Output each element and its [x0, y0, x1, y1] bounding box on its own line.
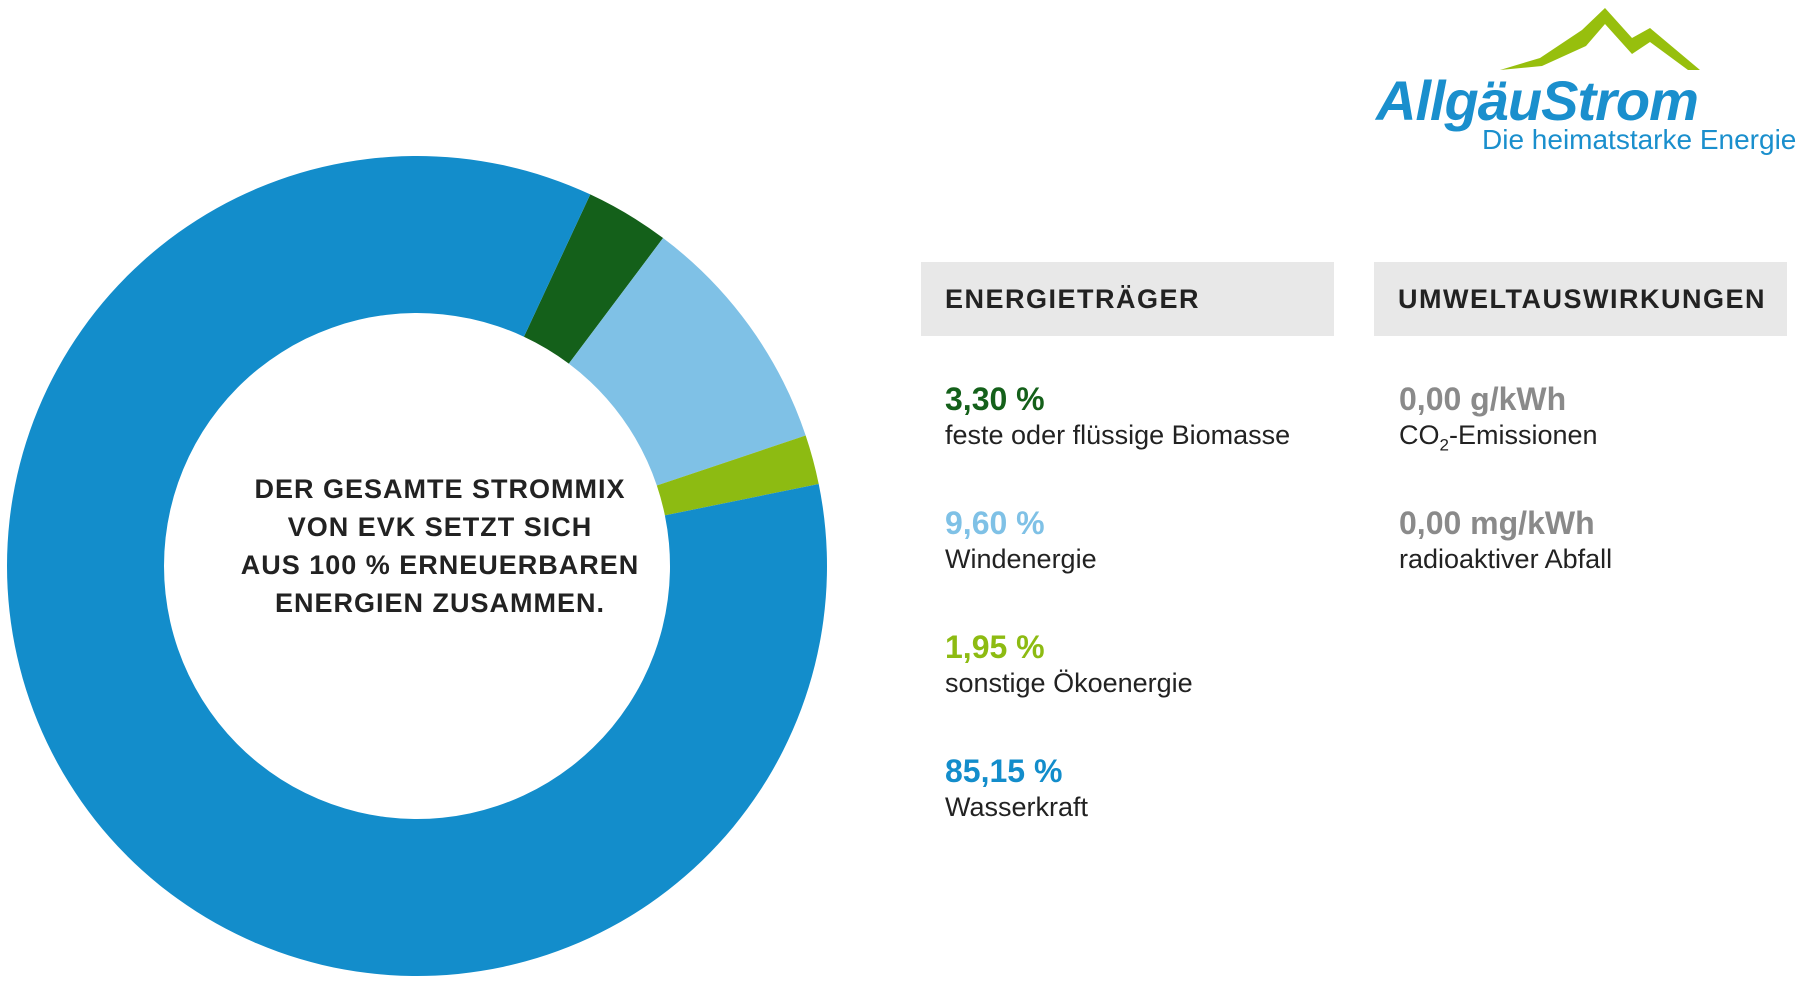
environmental-impact-header: UMWELTAUSWIRKUNGEN — [1374, 262, 1787, 336]
center-text-line-2: VON EVK SETZT SICH — [287, 512, 593, 542]
env-value: 0,00 mg/kWh — [1399, 505, 1595, 541]
env-label: radioaktiver Abfall — [1399, 544, 1613, 574]
energy-item-wind: 9,60 % Windenergie — [945, 504, 1097, 576]
energy-value: 3,30 % — [945, 381, 1045, 417]
donut-slice-other-eco — [656, 435, 819, 516]
donut-chart — [7, 155, 828, 977]
center-text-line-4: ENERGIEN ZUSAMMEN. — [274, 588, 606, 618]
env-label: CO2-Emissionen — [1399, 420, 1598, 455]
energy-item-hydro: 85,15 % Wasserkraft — [945, 752, 1088, 824]
energy-label: feste oder flüssige Biomasse — [945, 420, 1291, 450]
energy-value: 1,95 % — [945, 629, 1045, 665]
donut-slice-hydro — [7, 155, 828, 977]
energy-label: Windenergie — [945, 544, 1097, 574]
energy-value: 9,60 % — [945, 505, 1045, 541]
energy-sources-header: ENERGIETRÄGER — [921, 262, 1334, 336]
center-text-line-3: AUS 100 % ERNEUERBAREN — [240, 550, 640, 580]
env-item-radioactive-waste: 0,00 mg/kWh radioaktiver Abfall — [1399, 504, 1612, 576]
env-value: 0,00 g/kWh — [1399, 381, 1567, 417]
donut-slice-wind — [568, 238, 806, 486]
allgaeustrom-logo: AllgäuStrom Die heimatstarke Energie — [1370, 0, 1796, 170]
energy-value: 85,15 % — [945, 753, 1063, 789]
logo-tagline: Die heimatstarke Energie — [1482, 124, 1797, 155]
center-text-line-1: DER GESAMTE STROMMIX — [254, 474, 626, 504]
energy-label: sonstige Ökoenergie — [945, 668, 1193, 698]
donut-center-text: DER GESAMTE STROMMIX VON EVK SETZT SICH … — [200, 470, 680, 622]
mountain-logo-icon — [1500, 8, 1700, 70]
energy-item-other-eco: 1,95 % sonstige Ökoenergie — [945, 628, 1193, 700]
energy-label: Wasserkraft — [945, 792, 1089, 822]
logo-wordmark: AllgäuStrom — [1376, 69, 1699, 132]
energy-item-biomass: 3,30 % feste oder flüssige Biomasse — [945, 380, 1290, 452]
donut-slice-biomass — [523, 194, 664, 364]
env-item-co2: 0,00 g/kWh CO2-Emissionen — [1399, 380, 1598, 455]
